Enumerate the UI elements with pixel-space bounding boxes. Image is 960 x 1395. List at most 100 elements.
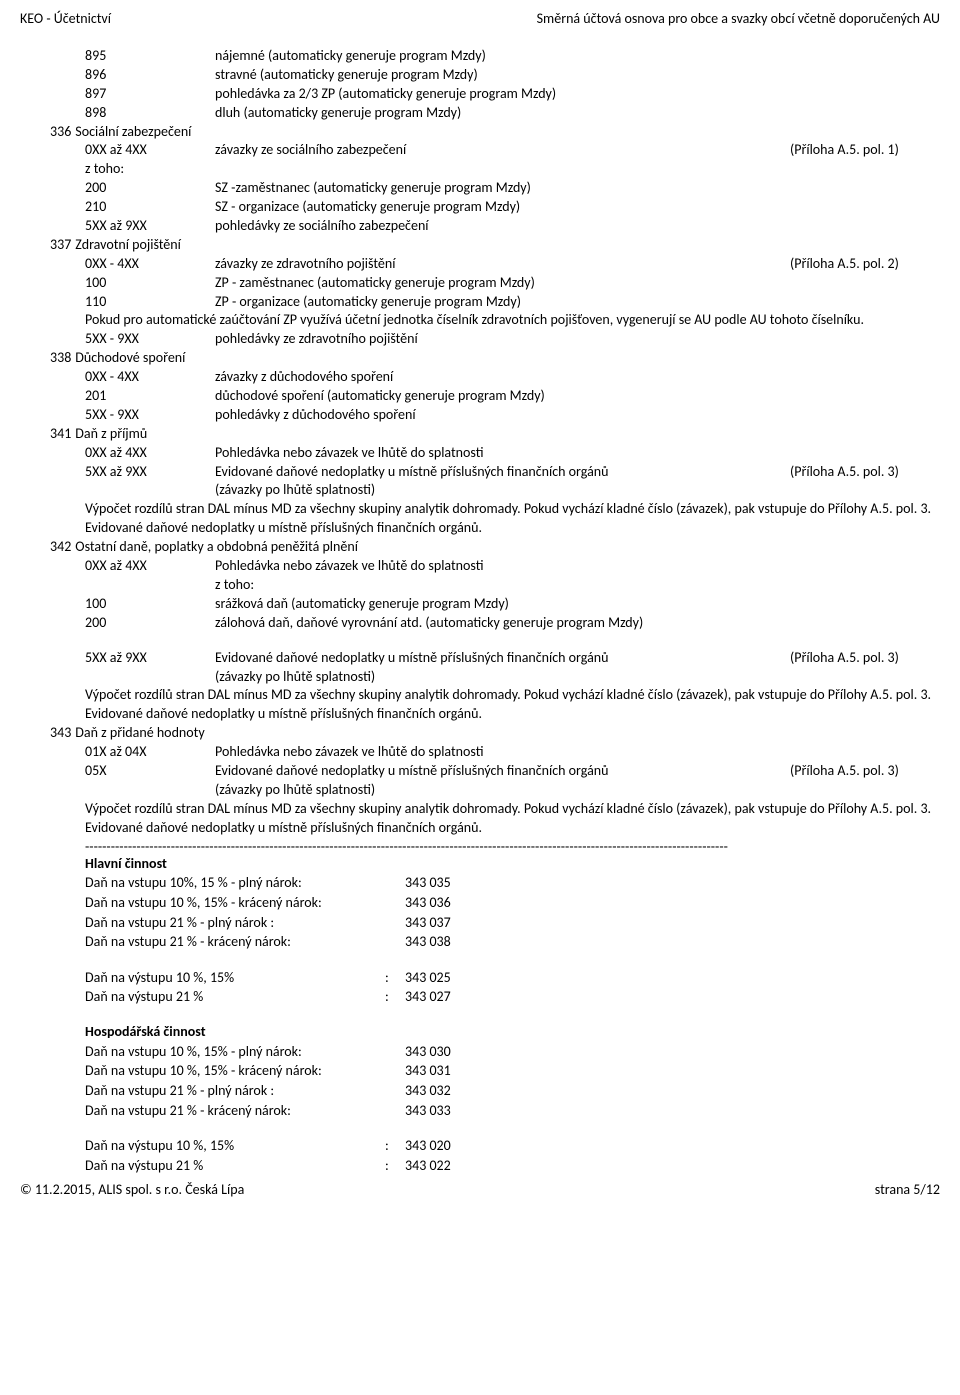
data-row: 201důchodové spoření (automaticky generu…	[20, 387, 940, 406]
row-desc: Evidované daňové nedoplatky u místně pří…	[215, 463, 790, 482]
divider-dashes: ----------------------------------------…	[20, 838, 940, 855]
page-footer: © 11.2.2015, ALIS spol. s r.o. Česká Líp…	[20, 1181, 940, 1198]
data-row: 896stravné (automaticky generuje program…	[20, 66, 940, 85]
vertical-gap	[20, 1120, 940, 1136]
row-code: 0XX až 4XX	[85, 557, 215, 576]
row-code: 201	[85, 387, 215, 406]
tax-sep: :	[385, 968, 405, 988]
tax-line: Daň na vstupu 10 %, 15% - plný nárok:343…	[20, 1042, 940, 1062]
tax-code: 343 037	[405, 913, 485, 933]
tax-code: 343 031	[405, 1061, 485, 1081]
row-desc: zálohová daň, daňové vyrovnání atd. (aut…	[215, 614, 940, 633]
tax-code: 343 035	[405, 873, 485, 893]
data-row: (závazky po lhůtě splatnosti)	[20, 481, 940, 500]
tax-line: Daň na vstupu 10 %, 15% - krácený nárok:…	[20, 1061, 940, 1081]
row-desc: (závazky po lhůtě splatnosti)	[215, 481, 940, 500]
data-row: 100srážková daň (automaticky generuje pr…	[20, 595, 940, 614]
section-code: 341	[50, 425, 71, 444]
row-desc: pohledávky ze sociálního zabezpečení	[215, 217, 940, 236]
data-row: (závazky po lhůtě splatnosti)	[20, 781, 940, 800]
tax-label: Daň na vstupu 21 % - plný nárok :	[85, 913, 385, 933]
page-header: KEO - Účetnictví Směrná účtová osnova pr…	[20, 10, 940, 27]
vertical-gap	[20, 1007, 940, 1023]
data-row: 5XX až 9XXpohledávky ze sociálního zabez…	[20, 217, 940, 236]
row-desc: závazky ze sociálního zabezpečení	[215, 141, 790, 160]
note-text: Pokud pro automatické zaúčtování ZP využ…	[20, 311, 940, 330]
tax-label: Daň na výstupu 21 %	[85, 987, 385, 1007]
tax-label: Daň na výstupu 21 %	[85, 1156, 385, 1176]
section-code: 336	[50, 123, 71, 142]
row-code: 01X až 04X	[85, 743, 215, 762]
row-code: 896	[85, 66, 215, 85]
row-code: 210	[85, 198, 215, 217]
row-desc: stravné (automaticky generuje program Mz…	[215, 66, 940, 85]
section-heading: 342Ostatní daně, poplatky a obdobná peně…	[20, 538, 940, 557]
data-row: 110ZP - organizace (automaticky generuje…	[20, 293, 940, 312]
section-code: 342	[50, 538, 71, 557]
data-row: 05XEvidované daňové nedoplatky u místně …	[20, 762, 940, 781]
tax-sep	[385, 932, 405, 952]
tax-code: 343 025	[405, 968, 485, 988]
row-code: 5XX až 9XX	[85, 217, 215, 236]
row-code: 5XX - 9XX	[85, 406, 215, 425]
row-desc: nájemné (automaticky generuje program Mz…	[215, 47, 940, 66]
row-code: 200	[85, 614, 215, 633]
tax-line: Daň na výstupu 21 %:343 027	[20, 987, 940, 1007]
tax-line: Daň na vstupu 21 % - plný nárok :343 032	[20, 1081, 940, 1101]
tax-line: Daň na výstupu 10 %, 15%:343 025	[20, 968, 940, 988]
footer-right: strana 5/12	[875, 1181, 940, 1198]
footer-left: © 11.2.2015, ALIS spol. s r.o. Česká Líp…	[20, 1181, 244, 1198]
tax-sep	[385, 1101, 405, 1121]
section-desc: Daň z příjmů	[75, 425, 147, 444]
row-ref: (Příloha A.5. pol. 2)	[790, 255, 940, 274]
row-code: 100	[85, 595, 215, 614]
tax-label: Daň na výstupu 10 %, 15%	[85, 1136, 385, 1156]
row-desc: z toho:	[215, 576, 940, 595]
data-row: 5XX až 9XXEvidované daňové nedoplatky u …	[20, 649, 940, 668]
data-row: 897pohledávka za 2/3 ZP (automaticky gen…	[20, 85, 940, 104]
row-code: z toho:	[85, 160, 215, 179]
subsection-heading: Hlavní činnost	[20, 855, 940, 874]
note-text: Výpočet rozdílů stran DAL mínus MD za vš…	[20, 686, 940, 724]
tax-sep	[385, 1042, 405, 1062]
row-desc: pohledávky ze zdravotního pojištění	[215, 330, 940, 349]
section-heading: 343Daň z přidané hodnoty	[20, 724, 940, 743]
tax-code: 343 027	[405, 987, 485, 1007]
row-ref: (Příloha A.5. pol. 3)	[790, 649, 940, 668]
document-body: 895nájemné (automaticky generuje program…	[20, 47, 940, 1175]
data-row: 0XX - 4XXzávazky z důchodového spoření	[20, 368, 940, 387]
data-row: 0XX až 4XXPohledávka nebo závazek ve lhů…	[20, 444, 940, 463]
row-code: 898	[85, 104, 215, 123]
tax-sep: :	[385, 1156, 405, 1176]
row-desc: SZ - organizace (automaticky generuje pr…	[215, 198, 940, 217]
row-code: 05X	[85, 762, 215, 781]
row-desc: závazky ze zdravotního pojištění	[215, 255, 790, 274]
section-code: 337	[50, 236, 71, 255]
data-row: 5XX až 9XXEvidované daňové nedoplatky u …	[20, 463, 940, 482]
tax-label: Daň na vstupu 10 %, 15% - krácený nárok:	[85, 1061, 385, 1081]
tax-line: Daň na výstupu 10 %, 15%:343 020	[20, 1136, 940, 1156]
header-right: Směrná účtová osnova pro obce a svazky o…	[537, 10, 940, 27]
data-row: (závazky po lhůtě splatnosti)	[20, 668, 940, 687]
tax-label: Daň na vstupu 21 % - krácený nárok:	[85, 1101, 385, 1121]
tax-line: Daň na výstupu 21 %:343 022	[20, 1156, 940, 1176]
vertical-gap	[20, 952, 940, 968]
tax-label: Daň na vstupu 10 %, 15% - plný nárok:	[85, 1042, 385, 1062]
header-left: KEO - Účetnictví	[20, 10, 111, 27]
data-row: 0XX až 4XXPohledávka nebo závazek ve lhů…	[20, 557, 940, 576]
tax-code: 343 020	[405, 1136, 485, 1156]
row-desc: pohledávka za 2/3 ZP (automaticky generu…	[215, 85, 940, 104]
data-row: 5XX - 9XXpohledávky z důchodového spořen…	[20, 406, 940, 425]
data-row: z toho:	[20, 160, 940, 179]
data-row: 0XX - 4XXzávazky ze zdravotního pojištěn…	[20, 255, 940, 274]
row-code: 0XX až 4XX	[85, 141, 215, 160]
tax-label: Daň na vstupu 10%, 15 % - plný nárok:	[85, 873, 385, 893]
section-desc: Daň z přidané hodnoty	[75, 724, 204, 743]
row-desc: srážková daň (automaticky generuje progr…	[215, 595, 940, 614]
section-desc: Zdravotní pojištění	[75, 236, 181, 255]
tax-line: Daň na vstupu 10 %, 15% - krácený nárok:…	[20, 893, 940, 913]
row-code: 0XX až 4XX	[85, 444, 215, 463]
row-desc: (závazky po lhůtě splatnosti)	[215, 781, 940, 800]
data-row: 0XX až 4XXzávazky ze sociálního zabezpeč…	[20, 141, 940, 160]
data-row: z toho:	[20, 576, 940, 595]
